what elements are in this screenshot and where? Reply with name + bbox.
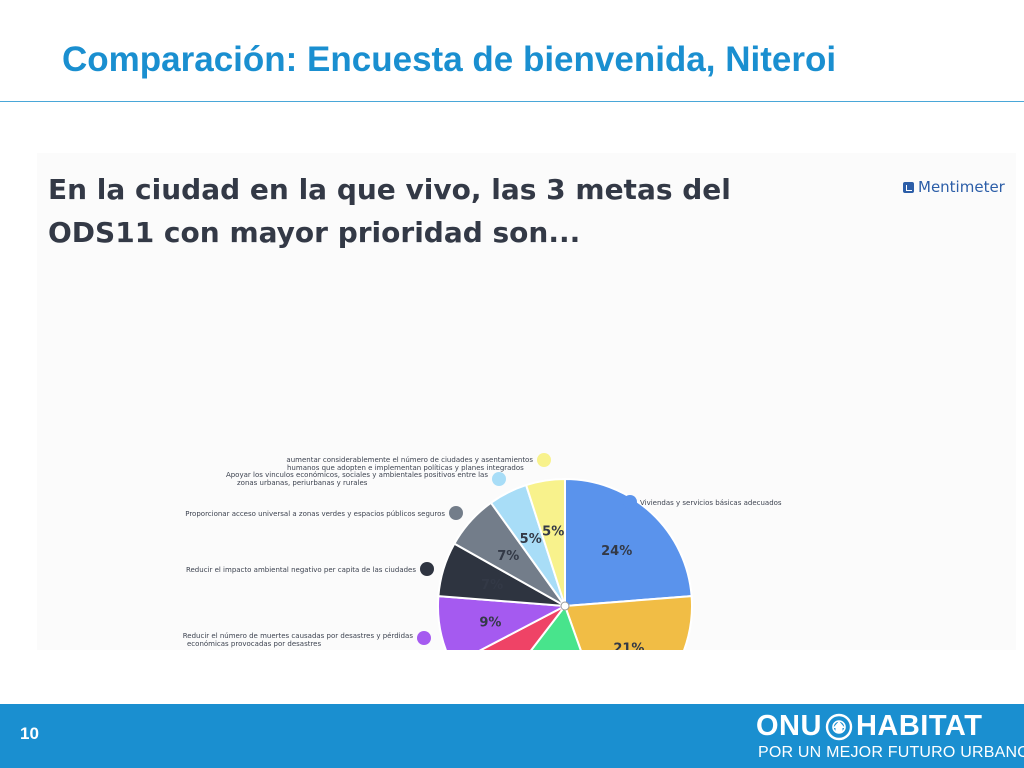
pie-slice-value-label: 7% bbox=[481, 578, 503, 593]
survey-question: En la ciudad en la que vivo, las 3 metas… bbox=[48, 173, 731, 249]
pie-slice-value-label: 24% bbox=[601, 544, 632, 559]
legend-marker bbox=[623, 495, 637, 509]
title-divider bbox=[0, 101, 1024, 102]
legend-label: Reducir el número de muertes causadas po… bbox=[183, 632, 414, 648]
footer-bar: 10 ONU HABITAT POR UN MEJOR FUTURO URBAN… bbox=[0, 704, 1024, 768]
survey-result-panel: En la ciudad en la que vivo, las 3 metas… bbox=[37, 153, 1016, 650]
pie-slice-value-label: 21% bbox=[613, 642, 644, 651]
onu-habitat-logo: ONU HABITAT bbox=[756, 710, 982, 743]
legend-marker bbox=[492, 472, 506, 486]
legend-label: Proporcionar acceso universal a zonas ve… bbox=[185, 510, 445, 518]
legend-marker bbox=[420, 562, 434, 576]
legend-label: Viviendas y servicios básicas adecuados bbox=[640, 499, 782, 507]
legend-label: Reducir el impacto ambiental negativo pe… bbox=[186, 566, 416, 574]
mentimeter-logo: Mentimeter bbox=[903, 178, 1005, 196]
chart-icon bbox=[903, 181, 914, 193]
logo-text-right: HABITAT bbox=[855, 710, 983, 742]
legend-label: aumentar considerablemente el número de … bbox=[286, 456, 533, 472]
pie-chart: 24%21%16%7%9%7%7%5% 5%Viviendas y servici… bbox=[183, 453, 782, 651]
legend-marker bbox=[449, 506, 463, 520]
tagline: POR UN MEJOR FUTURO URBANO bbox=[758, 744, 1024, 761]
legend-marker bbox=[417, 631, 431, 645]
pie-slice bbox=[524, 477, 566, 607]
pie-slice bbox=[564, 477, 693, 608]
pie-center-dot bbox=[560, 601, 570, 611]
legend-marker bbox=[537, 453, 551, 467]
slide-title: Comparación: Encuesta de bienvenida, Nit… bbox=[62, 40, 837, 79]
mentimeter-logo-text: Mentimeter bbox=[918, 178, 1005, 196]
pie-slice bbox=[563, 595, 694, 650]
pie-slice-value-label: 5% bbox=[520, 532, 542, 547]
pie-slice-value-label: 9% bbox=[479, 615, 501, 630]
logo-text-left: ONU bbox=[756, 710, 822, 742]
pie-slice-value-label: 7% bbox=[497, 549, 519, 564]
pie-slice-value-label: 5% bbox=[542, 525, 564, 540]
pie-slice bbox=[530, 603, 582, 650]
legend-label: Apoyar los vinculos económicos, sociales… bbox=[226, 471, 488, 487]
page-number: 10 bbox=[20, 724, 39, 743]
un-emblem-icon bbox=[825, 713, 853, 740]
pie-slice-value-label: 7% bbox=[496, 649, 518, 650]
